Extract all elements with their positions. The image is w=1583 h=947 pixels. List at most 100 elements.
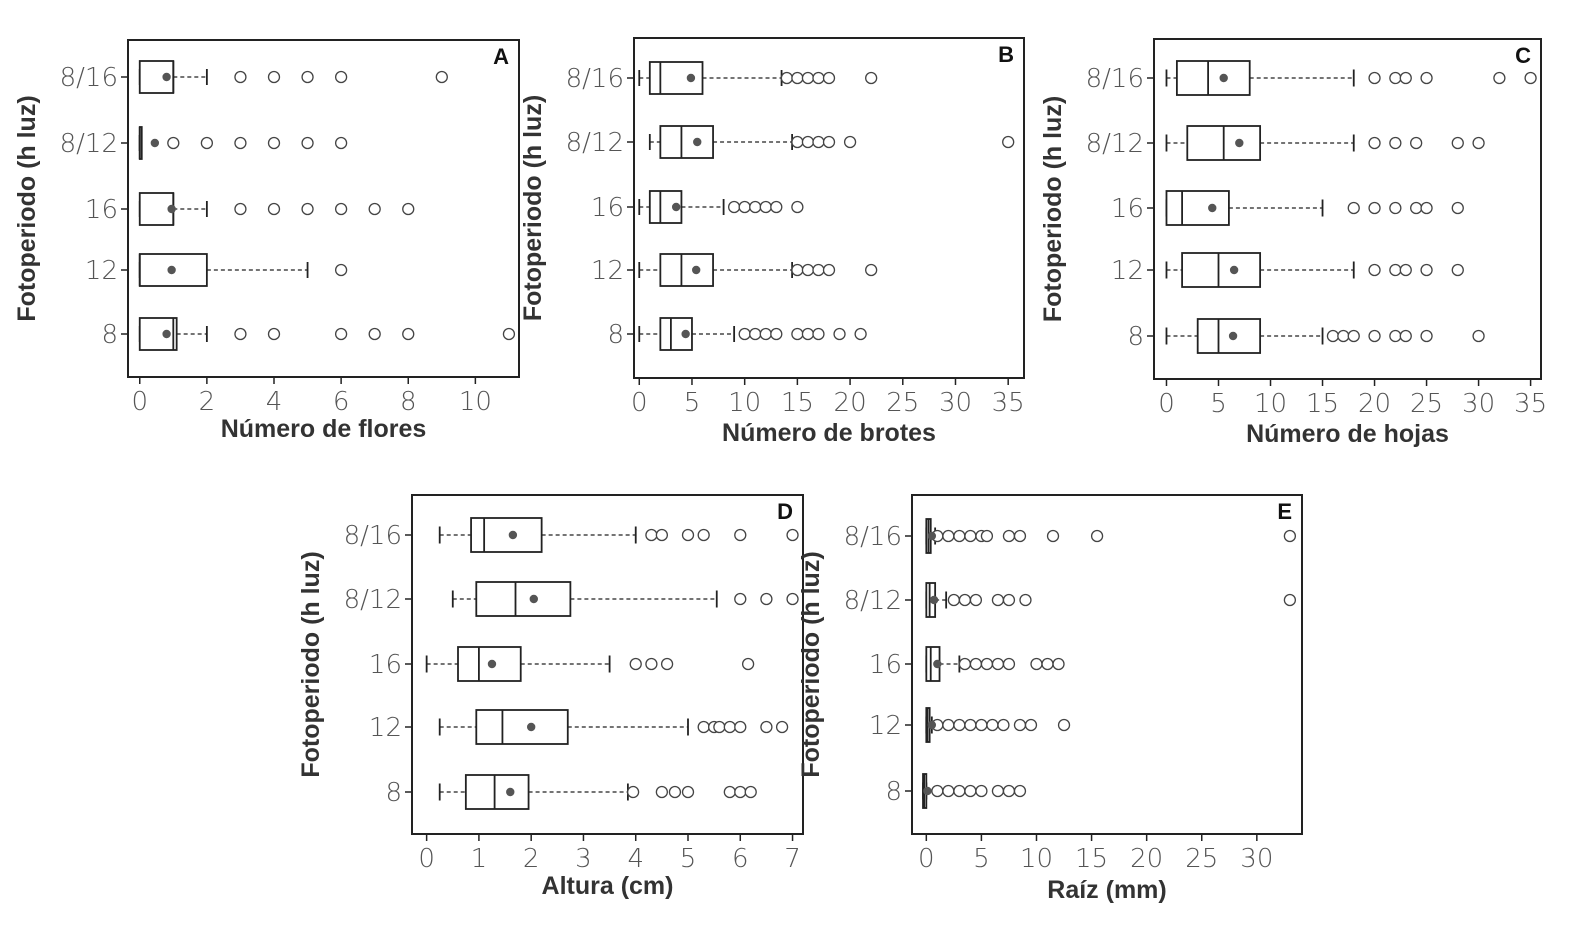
y-axis-title: Fotoperiodo (h luz) — [1039, 96, 1067, 322]
outlier-point — [991, 657, 1005, 671]
outlier-point — [267, 70, 281, 84]
x-axis-title: Número de hojas — [1246, 420, 1449, 448]
x-tick-label: 25 — [1410, 389, 1443, 419]
outlier-point — [1493, 71, 1506, 85]
mean-point — [927, 531, 937, 541]
y-tick-label: 16 — [1111, 194, 1144, 224]
panel-b: B 0 5 10 15 20 25 30 35 Número de brotes Fotoperio… — [519, 37, 1025, 447]
mean-point — [1208, 203, 1217, 213]
outlier-point — [969, 593, 983, 607]
mean-point — [1229, 265, 1239, 275]
outlier-point — [1389, 201, 1402, 215]
iqr-box — [138, 253, 208, 287]
y-tick-label: 16 — [591, 193, 624, 223]
outlier-point — [234, 202, 247, 216]
outlier-point — [1451, 201, 1464, 215]
x-tick-label: 0 — [131, 387, 148, 417]
outlier-point — [1389, 263, 1402, 277]
outlier-point — [1002, 593, 1016, 607]
iqr-box — [1181, 252, 1262, 288]
outlier-point — [301, 202, 314, 216]
outlier-point — [833, 327, 846, 341]
outlier-point — [334, 263, 348, 277]
mean-point — [526, 722, 536, 732]
outlier-point — [931, 784, 944, 798]
outlier-point — [760, 592, 773, 606]
mean-point — [929, 595, 939, 605]
x-tick-label: 25 — [1185, 844, 1218, 874]
y-tick-label: 16 — [369, 650, 402, 680]
outlier-point — [980, 529, 994, 543]
mean-point — [927, 720, 937, 730]
x-tick-label: 25 — [886, 388, 919, 418]
y-tick-label: 8 — [101, 320, 118, 350]
outlier-point — [1347, 201, 1360, 215]
outlier-point — [1451, 136, 1464, 150]
outlier-point — [1368, 329, 1381, 343]
outlier-point — [1368, 263, 1381, 277]
boxplot-d-16 — [425, 646, 755, 682]
outlier-point — [1041, 657, 1054, 671]
outlier-point — [734, 592, 747, 606]
outlier-point — [502, 327, 516, 341]
outlier-point — [1368, 71, 1381, 85]
outlier-point — [786, 528, 799, 542]
y-tick-label: 8 — [1127, 322, 1144, 352]
x-tick-label: 7 — [784, 844, 801, 874]
mean-point — [671, 202, 681, 212]
boxplot-d-8-12 — [451, 581, 799, 617]
outlier-point — [645, 657, 658, 671]
outlier-point — [744, 785, 757, 799]
y-tick-label: 8 — [885, 777, 902, 807]
outlier-point — [775, 720, 789, 734]
boxplot-e-8-12 — [925, 582, 1297, 618]
outlier-point — [843, 135, 857, 149]
outlier-point — [964, 718, 977, 732]
y-tick-label: 12 — [369, 713, 402, 743]
outlier-point — [1368, 136, 1381, 150]
boxplot-b-8-16 — [638, 61, 878, 95]
outlier-point — [668, 785, 682, 799]
outlier-point — [947, 593, 961, 607]
outlier-point — [942, 784, 955, 798]
outlier-point — [402, 327, 415, 341]
outlier-point — [234, 70, 247, 84]
outlier-point — [1420, 201, 1433, 215]
boxplot-a-12 — [138, 253, 348, 287]
mean-point — [681, 329, 690, 339]
x-tick-label: 1 — [471, 844, 488, 874]
boxplot-a-16 — [138, 192, 415, 226]
boxplot-b-8 — [638, 317, 867, 351]
x-tick-label: 6 — [732, 844, 749, 874]
y-tick-label: 8/12 — [566, 128, 624, 158]
y-axis-title: Fotoperiodo (h luz) — [297, 551, 325, 777]
iqr-box — [659, 125, 714, 159]
outlier-point — [975, 784, 988, 798]
outlier-point — [1283, 593, 1297, 607]
outlier-point — [1389, 136, 1402, 150]
mean-point — [1235, 138, 1244, 148]
mean-point — [933, 659, 942, 669]
outlier-point — [791, 135, 804, 149]
y-tick-label: 8 — [385, 778, 402, 808]
mean-point — [167, 204, 176, 214]
boxplot-d-8 — [438, 774, 757, 810]
outlier-point — [991, 784, 1005, 798]
outlier-point — [734, 720, 747, 734]
outlier-point — [645, 528, 658, 542]
boxplot-d-12 — [438, 709, 789, 745]
outlier-point — [1013, 718, 1027, 732]
mean-point — [167, 265, 176, 275]
y-tick-label: 8/12 — [844, 586, 902, 616]
outlier-point — [1057, 718, 1071, 732]
iqr-box — [1175, 60, 1251, 96]
y-axis-title: Fotoperiodo (h luz) — [519, 95, 547, 321]
mean-point — [162, 329, 171, 339]
outlier-point — [786, 592, 799, 606]
iqr-box — [659, 253, 714, 287]
x-axis-title: Altura (cm) — [542, 872, 674, 900]
boxplot-b-12 — [638, 253, 878, 287]
x-tick-label: 10 — [728, 388, 761, 418]
outlier-point — [770, 327, 783, 341]
outlier-point — [234, 136, 247, 150]
